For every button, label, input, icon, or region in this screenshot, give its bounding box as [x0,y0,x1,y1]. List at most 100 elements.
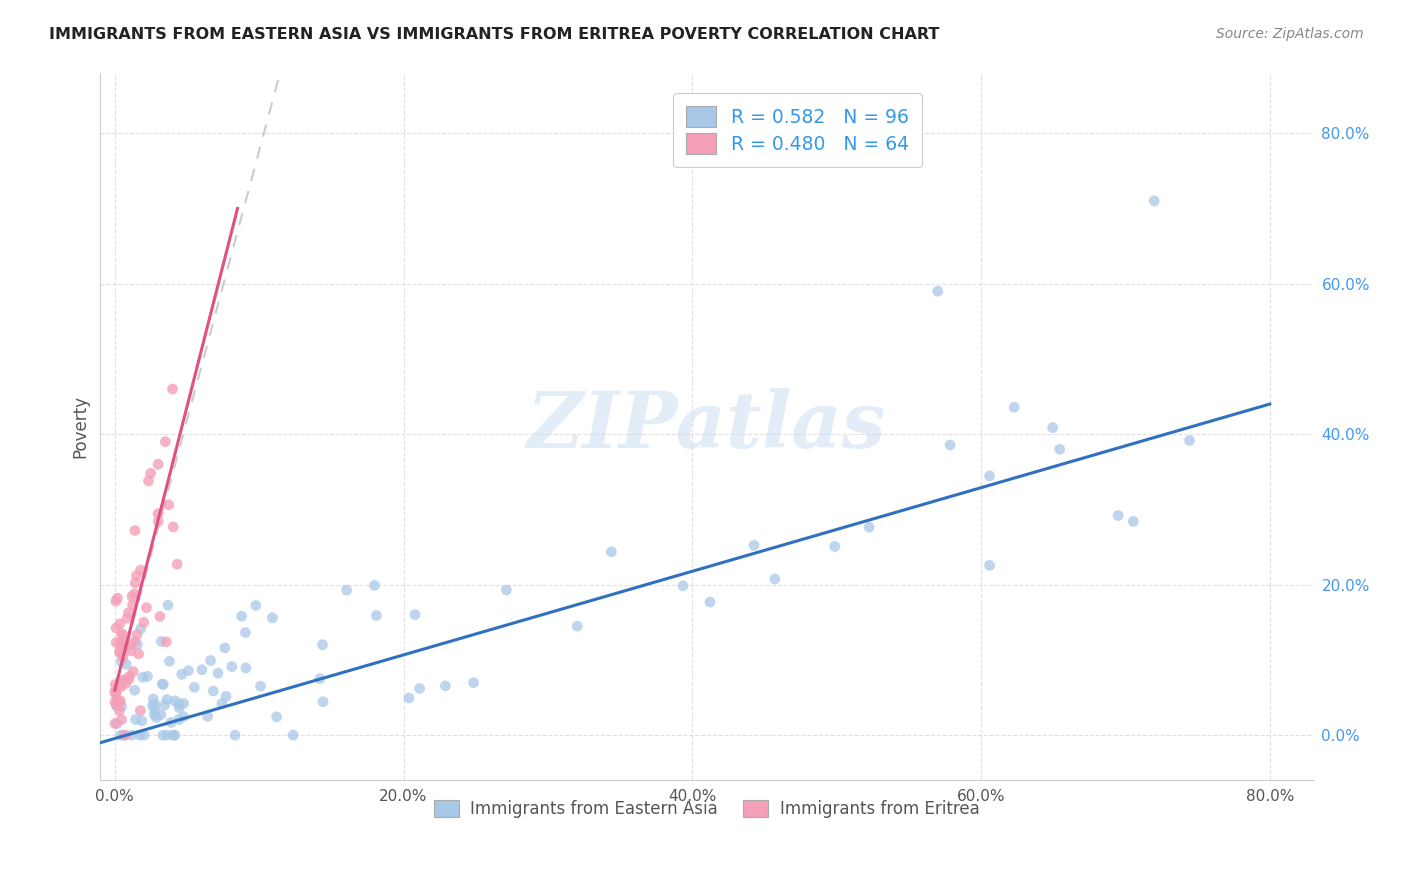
Point [104,684,127,698]
Point [1178,434,1201,448]
Point [162,728,184,742]
Point [157,498,180,512]
Point [124,575,146,590]
Point [173,709,195,723]
Point [125,569,148,583]
Point [311,638,333,652]
Point [824,540,846,554]
Point [939,438,962,452]
Point [336,583,359,598]
Point [124,683,146,698]
Point [121,728,143,742]
Point [408,681,430,696]
Point [110,694,132,708]
Point [200,653,222,667]
Point [120,644,142,658]
Point [132,615,155,630]
Point [191,663,214,677]
Point [114,728,136,742]
Point [150,634,173,648]
Point [366,608,388,623]
Point [110,728,132,742]
Point [129,622,152,636]
Point [215,690,238,704]
Point [115,657,138,672]
Point [249,679,271,693]
Point [128,647,150,661]
Point [312,695,335,709]
Point [104,594,127,608]
Point [398,690,420,705]
Point [110,680,132,694]
Point [105,698,128,712]
Point [672,579,695,593]
Point [1107,508,1129,523]
Point [129,563,152,577]
Point [157,654,180,668]
Point [105,686,128,700]
Point [117,606,139,620]
Point [115,676,138,690]
Point [104,677,127,691]
Point [1042,420,1064,434]
Point [110,626,132,640]
Point [105,591,128,606]
Point [150,677,173,691]
Point [104,716,127,731]
Point [143,698,166,712]
Point [104,684,127,698]
Point [152,677,174,691]
Point [927,284,949,298]
Point [111,675,134,690]
Point [143,707,166,722]
Point [197,709,219,723]
Point [129,728,152,742]
Point [111,673,134,688]
Point [224,728,246,742]
Point [404,607,426,622]
Point [858,520,880,534]
Point [105,716,128,731]
Point [1002,401,1025,415]
Point [115,672,138,686]
Point [141,698,163,713]
Point [148,515,170,529]
Point [207,666,229,681]
Point [124,524,146,538]
Point [146,507,169,521]
Point [166,557,188,571]
Point [136,669,159,683]
Point [121,598,143,612]
Point [124,634,146,648]
Point [104,687,127,701]
Point [146,457,169,471]
Point [162,520,184,534]
Point [138,474,160,488]
Text: IMMIGRANTS FROM EASTERN ASIA VS IMMIGRANTS FROM ERITREA POVERTY CORRELATION CHAR: IMMIGRANTS FROM EASTERN ASIA VS IMMIGRAN… [49,27,939,42]
Point [111,699,134,714]
Point [1143,194,1166,208]
Point [235,625,257,640]
Point [163,728,186,742]
Point [105,635,128,649]
Point [108,645,131,659]
Point [763,572,786,586]
Point [266,710,288,724]
Point [495,582,517,597]
Point [105,621,128,635]
Point [156,728,179,742]
Point [121,590,143,604]
Point [567,619,589,633]
Point [202,684,225,698]
Point [132,670,155,684]
Point [235,661,257,675]
Point [124,587,146,601]
Point [125,628,148,642]
Point [149,609,172,624]
Point [167,713,190,727]
Point [120,638,142,652]
Point [245,599,267,613]
Point [1122,515,1144,529]
Point [108,635,131,649]
Point [145,711,167,725]
